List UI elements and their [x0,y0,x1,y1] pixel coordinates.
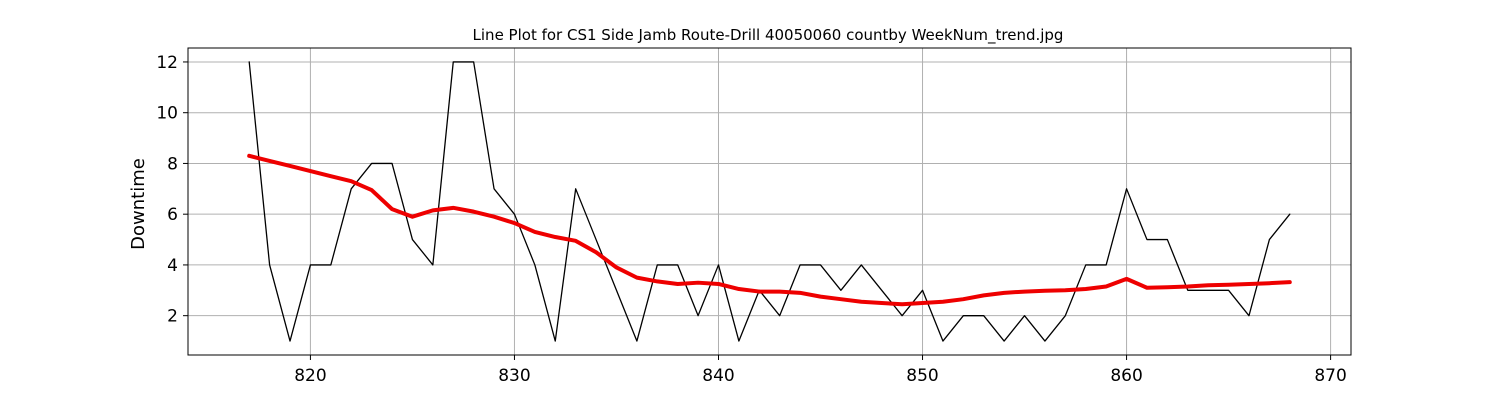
y-tick-label: 2 [167,307,178,327]
series-layer [247,61,1292,342]
x-tick-label: 870 [1314,366,1346,386]
x-tick-label: 830 [498,366,530,386]
x-tick-label: 850 [906,366,938,386]
chart-title: Line Plot for CS1 Side Jamb Route-Drill … [473,26,1064,45]
grid [188,48,1351,355]
plot-frame [187,47,1352,356]
y-tick-label: 8 [167,154,178,174]
trend-line [247,153,1292,307]
y-tick-label: 6 [167,205,178,225]
downtime-line [248,61,1291,342]
y-axis-label: Downtime [128,158,149,250]
y-tick-label: 4 [167,256,178,276]
x-tick-label: 820 [294,366,326,386]
ticks: 820 830 840 850 860 870 2 4 6 8 10 12 [156,53,1346,386]
x-tick-label: 860 [1110,366,1142,386]
x-tick-label: 840 [702,366,734,386]
y-tick-label: 12 [156,53,178,73]
y-tick-label: 10 [156,104,178,124]
